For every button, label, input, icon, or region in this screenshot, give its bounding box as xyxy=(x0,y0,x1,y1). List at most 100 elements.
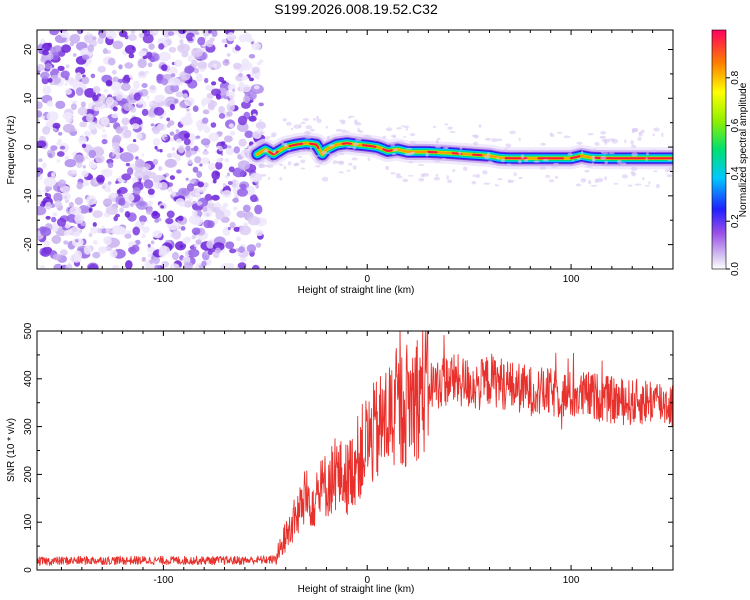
noise-blob xyxy=(90,73,96,79)
ridge-speckle xyxy=(433,160,441,163)
noise-blob xyxy=(90,226,99,234)
snr-ticks: -100 0 100 0 100 200 300 400 500 xyxy=(23,322,674,586)
ridge-speckle xyxy=(653,170,658,173)
noise-blob xyxy=(220,263,233,269)
ridge-speckle xyxy=(405,127,408,131)
ridge-speckle xyxy=(341,129,347,133)
ridge-speckle xyxy=(402,125,410,128)
ridge-speckle xyxy=(539,166,546,170)
noise-blob xyxy=(60,30,69,38)
noise-blob xyxy=(149,259,154,264)
ridge-speckle xyxy=(600,131,607,135)
noise-blob xyxy=(182,237,190,245)
noise-blob xyxy=(101,133,108,139)
noise-blob xyxy=(105,30,117,40)
noise-blob xyxy=(88,208,92,212)
ridge-speckle xyxy=(650,149,658,152)
noise-blob xyxy=(184,65,195,74)
noise-blob xyxy=(179,39,184,45)
spectrogram-ytick-label: -10 xyxy=(23,188,34,203)
spectrogram-xtick-label: 0 xyxy=(364,274,370,285)
noise-blob xyxy=(253,85,260,90)
noise-blob xyxy=(119,152,134,163)
noise-blob xyxy=(81,54,90,60)
ridge-speckle xyxy=(384,156,388,159)
noise-blob xyxy=(191,210,198,216)
noise-blob xyxy=(239,84,252,93)
noise-blob xyxy=(206,240,214,249)
noise-blob xyxy=(136,132,143,140)
noise-blob xyxy=(138,50,146,57)
ridge-speckle xyxy=(485,137,492,141)
ridge-speckle xyxy=(420,173,425,178)
ridge-speckle xyxy=(391,153,397,156)
ridge-speckle xyxy=(279,163,283,167)
noise-blob xyxy=(174,59,183,68)
ridge-speckle xyxy=(409,140,416,146)
ridge-speckle xyxy=(548,179,555,183)
spectrogram-ytick-label: -20 xyxy=(23,237,34,252)
ridge-speckle xyxy=(642,177,645,181)
ridge-speckle xyxy=(339,152,345,155)
noise-blob xyxy=(200,138,211,146)
ridge-speckle xyxy=(346,146,353,149)
noise-blob xyxy=(237,122,249,133)
noise-blob xyxy=(222,202,229,208)
noise-blob xyxy=(177,145,185,154)
noise-blob xyxy=(85,35,90,40)
ridge-speckle xyxy=(261,158,265,163)
noise-blob xyxy=(244,130,254,139)
noise-blob xyxy=(179,45,185,50)
ridge-speckle xyxy=(264,156,271,161)
noise-blob xyxy=(233,146,240,154)
ridge-hotspot xyxy=(268,150,279,156)
noise-blob xyxy=(224,135,233,143)
spectrogram-noise-blobs xyxy=(37,30,267,269)
ridge-speckle xyxy=(284,142,288,148)
noise-blob xyxy=(70,169,77,175)
noise-blob xyxy=(134,169,146,179)
noise-blob xyxy=(188,248,200,258)
noise-blob xyxy=(152,126,161,135)
ridge-speckle xyxy=(314,165,321,168)
noise-blob xyxy=(133,92,141,101)
ridge-speckle xyxy=(486,152,491,156)
noise-blob xyxy=(187,55,195,62)
noise-blob xyxy=(154,94,163,103)
noise-blob xyxy=(124,44,136,55)
noise-blob xyxy=(116,226,127,235)
ridge-speckle xyxy=(518,159,522,164)
noise-blob xyxy=(192,178,197,183)
noise-blob xyxy=(145,170,152,176)
ridge-speckle xyxy=(425,152,429,157)
noise-blob xyxy=(179,201,185,208)
ridge-speckle xyxy=(472,174,476,177)
noise-blob xyxy=(237,188,248,197)
noise-blob xyxy=(89,122,97,130)
ridge-speckle xyxy=(281,141,285,146)
snr-ytick-label: 500 xyxy=(23,322,34,339)
ridge-speckle xyxy=(418,177,425,182)
snr-xtick-label: -100 xyxy=(153,575,173,586)
noise-blob xyxy=(202,117,209,124)
noise-blob xyxy=(115,94,123,101)
noise-blob xyxy=(65,264,73,269)
noise-blob xyxy=(258,102,264,107)
noise-blob xyxy=(84,62,89,67)
noise-blob xyxy=(48,153,52,158)
noise-blob xyxy=(199,163,203,167)
ridge-speckle xyxy=(604,160,608,165)
colorbar: 0.0 0.2 0.4 0.6 0.8 Normalized spectral ampl… xyxy=(711,29,749,276)
noise-blob xyxy=(141,153,145,157)
noise-blob xyxy=(228,123,234,128)
ridge-speckle xyxy=(646,152,649,156)
noise-blob xyxy=(197,61,208,69)
noise-blob xyxy=(157,51,172,62)
noise-blob xyxy=(107,162,114,169)
noise-blob xyxy=(92,210,103,219)
noise-blob xyxy=(153,30,159,34)
noise-blob xyxy=(222,209,231,217)
ridge-speckle xyxy=(435,173,439,177)
noise-blob xyxy=(56,151,65,157)
